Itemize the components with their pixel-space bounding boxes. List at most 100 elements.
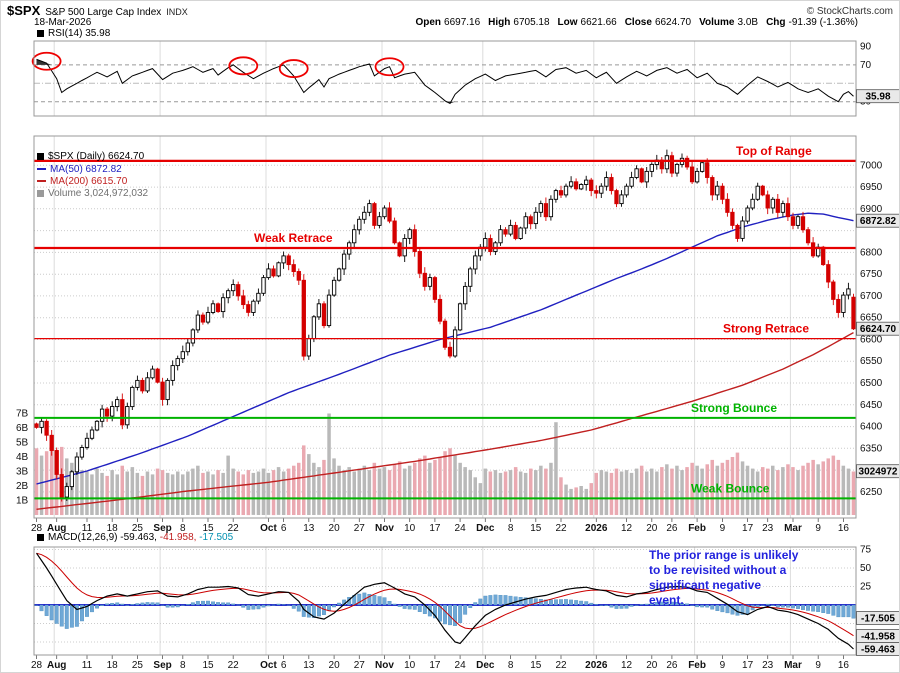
svg-text:-17.505: -17.505 (861, 614, 895, 625)
svg-text:Mar: Mar (784, 660, 802, 671)
svg-text:20: 20 (646, 660, 658, 671)
candlestick-series (34, 149, 856, 502)
panel-border (33, 135, 857, 519)
rsi-axis-label: 70 (860, 60, 872, 71)
macd-legend: MACD(12,26,9) -59.463, -41.958, -17.505 (37, 532, 233, 543)
volume-legend: Volume 3,024,972,032 (37, 188, 148, 199)
svg-text:6550: 6550 (860, 356, 883, 367)
svg-text:Sep: Sep (153, 660, 171, 671)
svg-text:9: 9 (815, 523, 821, 534)
svg-text:significant negative: significant negative (649, 578, 761, 592)
svg-text:16: 16 (838, 523, 850, 534)
svg-text:23: 23 (762, 523, 774, 534)
svg-text:6624.70: 6624.70 (860, 324, 897, 335)
svg-text:6750: 6750 (860, 269, 883, 280)
quote-volume-label: Volume (699, 17, 735, 28)
svg-text:27: 27 (354, 660, 366, 671)
symbol: $SPX (7, 3, 41, 18)
rsi-legend-label: RSI(14) 35.98 (48, 28, 111, 39)
annotation-label: Top of Range (736, 144, 812, 158)
svg-text:6800: 6800 (860, 247, 883, 258)
svg-text:17: 17 (742, 660, 754, 671)
svg-text:35.98: 35.98 (865, 92, 890, 103)
rsi-panel: 907030 (31, 42, 872, 108)
quote-close-label: Close (624, 17, 652, 28)
quote-chg-label: Chg (766, 17, 786, 28)
volume-bars (34, 413, 856, 516)
svg-text:9: 9 (815, 660, 821, 671)
svg-text:15: 15 (530, 660, 542, 671)
svg-text:25: 25 (132, 660, 144, 671)
svg-text:25: 25 (860, 582, 872, 593)
svg-text:Oct: Oct (260, 523, 277, 534)
rsi-legend: RSI(14) 35.98 (37, 28, 110, 39)
panel-border (33, 546, 857, 656)
quote-chg-value: -91.39 (-1.36%) (788, 17, 858, 28)
svg-text:26: 26 (666, 523, 678, 534)
annotation-label: Weak Retrace (254, 231, 333, 245)
annotation-label: Strong Bounce (691, 401, 777, 415)
macd-line (36, 552, 854, 650)
svg-text:13: 13 (303, 660, 315, 671)
svg-text:24: 24 (455, 660, 467, 671)
rsi-axis-label: 90 (860, 42, 872, 53)
svg-text:Dec: Dec (476, 523, 495, 534)
quote-low-label: Low (557, 17, 578, 28)
svg-text:27: 27 (354, 523, 366, 534)
macd-signal-value: -41.958, (159, 532, 197, 543)
svg-text:2B: 2B (16, 481, 29, 492)
quote-low-value: 6621.66 (580, 17, 617, 28)
svg-text:Oct: Oct (260, 660, 277, 671)
annotation-label: Weak Bounce (691, 481, 770, 495)
macd-signal-line (36, 552, 854, 637)
quote-close-value: 6624.70 (654, 17, 692, 28)
annotation-circle (228, 56, 259, 76)
exchange-tag: INDX (166, 7, 188, 17)
volume-axis-labels: 7B 6B 5B 4B 3B 2B 1B (16, 409, 29, 507)
svg-text:16: 16 (838, 660, 850, 671)
svg-text:-59.463: -59.463 (861, 645, 895, 656)
annotation-circle (278, 59, 309, 78)
svg-text:to be revisited without a: to be revisited without a (649, 563, 787, 577)
volume-legend-label: Volume 3,024,972,032 (48, 188, 149, 199)
svg-text:22: 22 (228, 660, 240, 671)
svg-text:5B: 5B (16, 438, 29, 449)
index-name: S&P 500 Large Cap Index (45, 7, 162, 18)
svg-text:12: 12 (621, 660, 633, 671)
svg-text:6: 6 (281, 660, 287, 671)
macd-hist-callout: -17.505 (856, 611, 899, 625)
svg-text:15: 15 (202, 523, 214, 534)
svg-text:6450: 6450 (860, 400, 883, 411)
rsi-value-callout: 35.98 (856, 89, 899, 104)
svg-text:8: 8 (508, 523, 514, 534)
svg-text:7B: 7B (16, 409, 29, 420)
svg-text:17: 17 (429, 523, 441, 534)
price-legend-label: $SPX (Daily) 6624.70 (48, 151, 145, 162)
ma50-value-callout: 6872.82 (856, 213, 899, 228)
svg-text:Aug: Aug (47, 523, 66, 534)
ma200-line (36, 331, 854, 510)
svg-text:6250: 6250 (860, 487, 883, 498)
svg-text:8: 8 (508, 660, 514, 671)
svg-text:10: 10 (404, 523, 416, 534)
svg-text:Sep: Sep (153, 523, 171, 534)
macd-series-icon (37, 533, 44, 541)
svg-text:3B: 3B (16, 467, 29, 478)
svg-text:event.: event. (649, 593, 684, 607)
svg-text:6350: 6350 (860, 443, 883, 454)
svg-text:2026: 2026 (585, 660, 608, 671)
annotation-circle (31, 51, 62, 71)
svg-text:Dec: Dec (476, 660, 495, 671)
svg-text:7000: 7000 (860, 160, 883, 171)
svg-text:6700: 6700 (860, 291, 883, 302)
svg-text:12: 12 (621, 523, 633, 534)
svg-text:26: 26 (666, 660, 678, 671)
annotation-label: Strong Retrace (723, 322, 809, 336)
svg-text:10: 10 (404, 660, 416, 671)
chart-date: 18-Mar-2026 (34, 17, 92, 28)
panel-border (33, 40, 857, 117)
